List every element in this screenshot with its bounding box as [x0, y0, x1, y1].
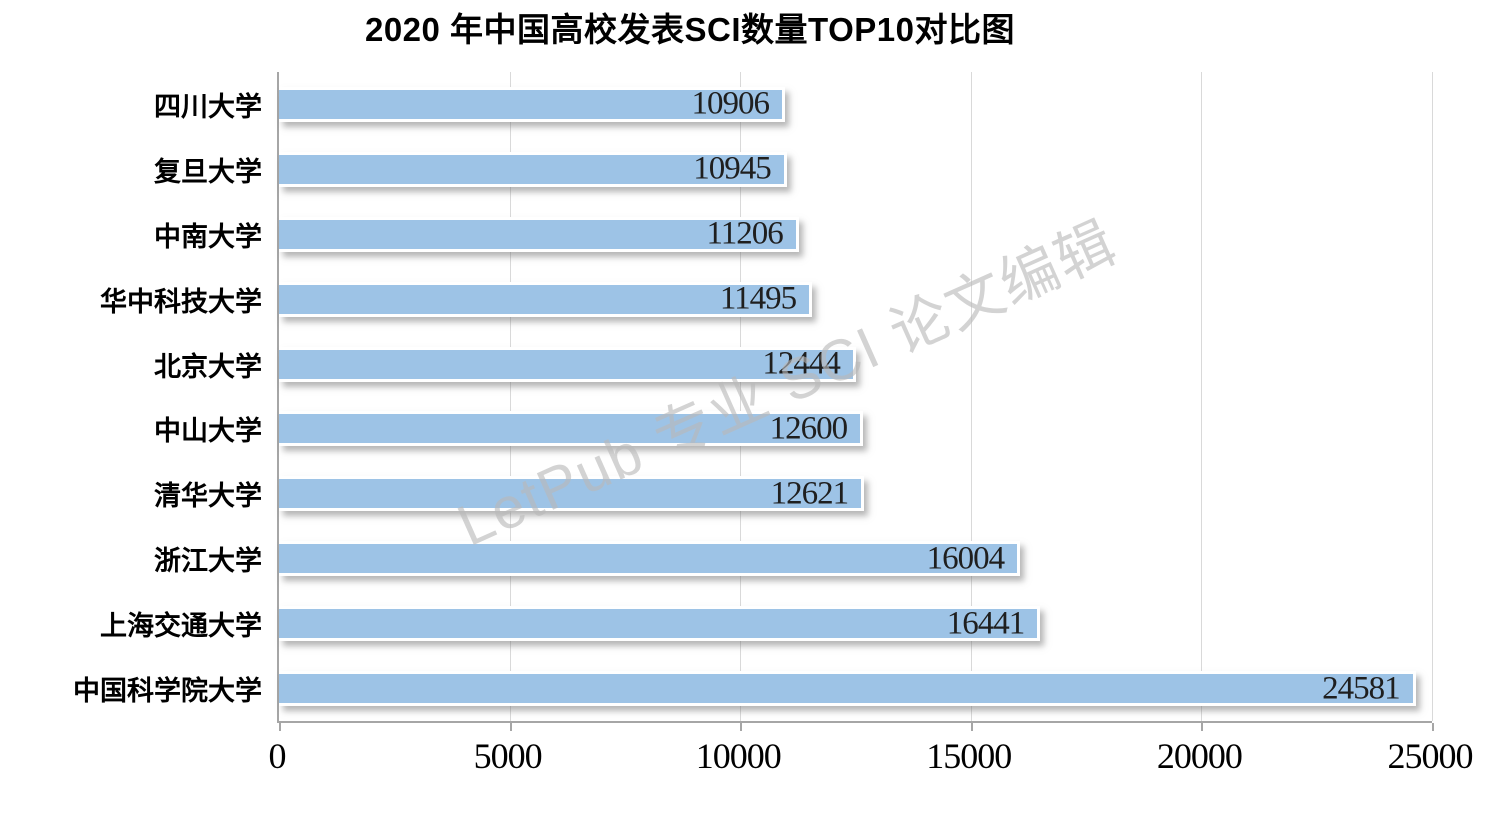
- value-label: 11495: [719, 280, 797, 317]
- bar: 11495: [279, 280, 813, 317]
- x-tick-label: 10000: [695, 736, 782, 776]
- bar: 10945: [279, 150, 787, 187]
- bar-row: 10945: [279, 137, 1432, 202]
- bar: 10906: [279, 85, 785, 122]
- value-label: 12444: [762, 345, 840, 382]
- x-tick-label: 25000: [1387, 736, 1474, 776]
- category-label: 浙江大学: [154, 546, 262, 577]
- value-label: 24581: [1322, 670, 1400, 707]
- category-label: 四川大学: [154, 91, 262, 122]
- value-label: 10906: [691, 85, 769, 122]
- axis-tick: [279, 723, 281, 731]
- axis-tick: [509, 723, 512, 731]
- bar-row: 24581: [279, 656, 1432, 721]
- category-label: 上海交通大学: [100, 611, 262, 642]
- value-label: 11206: [706, 215, 784, 252]
- value-label: 12600: [769, 410, 848, 447]
- axis-tick: [740, 723, 743, 731]
- category-label: 中南大学: [154, 221, 262, 252]
- bar: 16004: [279, 540, 1021, 577]
- x-axis-labels: 0 5000 10000 15000 20000 25000: [269, 736, 1474, 779]
- gridline: [509, 72, 511, 721]
- y-axis-category-labels: 四川大学复旦大学中南大学华中科技大学北京大学中山大学清华大学浙江大学上海交通大学…: [0, 72, 262, 721]
- bar: 12621: [279, 475, 865, 512]
- bar: 11206: [279, 215, 799, 252]
- plot-area: 10906 10945 11206 11495 12444 12600 12621 16004…: [277, 72, 1434, 731]
- category-label: 北京大学: [154, 351, 262, 382]
- gridline: [740, 72, 742, 721]
- gridline: [1201, 72, 1203, 721]
- bar: 16441: [279, 605, 1041, 642]
- bar: 12600: [279, 410, 864, 447]
- bar-row: 12621: [279, 461, 1432, 526]
- x-tick-label: 15000: [926, 736, 1012, 776]
- bar-row: 11495: [279, 267, 1432, 332]
- axis-tick: [970, 723, 973, 731]
- x-tick-label: 5000: [473, 736, 543, 776]
- bar-row: 10906: [279, 72, 1432, 137]
- gridline: [970, 72, 972, 721]
- category-label: 清华大学: [154, 481, 262, 512]
- axis-tick: [1432, 723, 1434, 731]
- bar-row: 16441: [279, 591, 1432, 656]
- x-tick-label: 20000: [1156, 736, 1243, 776]
- category-label: 中山大学: [154, 416, 262, 447]
- gridline: [1432, 72, 1433, 721]
- category-label: 华中科技大学: [100, 286, 262, 317]
- bar-row: 12444: [279, 332, 1432, 397]
- bar-row: 11206: [279, 202, 1432, 267]
- bar: 24581: [279, 670, 1416, 707]
- bar-row: 16004: [279, 526, 1432, 591]
- category-label: 复旦大学: [154, 156, 262, 187]
- axis-tick: [1201, 723, 1204, 731]
- bar-rows: 10906 10945 11206 11495 12444 12600 12621 16004…: [279, 72, 1432, 721]
- x-tick-label: 0: [268, 736, 287, 776]
- bar-row: 12600: [279, 397, 1432, 462]
- bar: 12444: [279, 345, 856, 382]
- value-label: 16004: [926, 540, 1005, 577]
- value-label: 16441: [946, 605, 1025, 642]
- value-label: 12621: [770, 475, 849, 512]
- value-label: 10945: [693, 150, 771, 187]
- category-label: 中国科学院大学: [73, 676, 262, 707]
- chart-title: 2020 年中国高校发表SCI数量TOP10对比图: [364, 11, 1016, 48]
